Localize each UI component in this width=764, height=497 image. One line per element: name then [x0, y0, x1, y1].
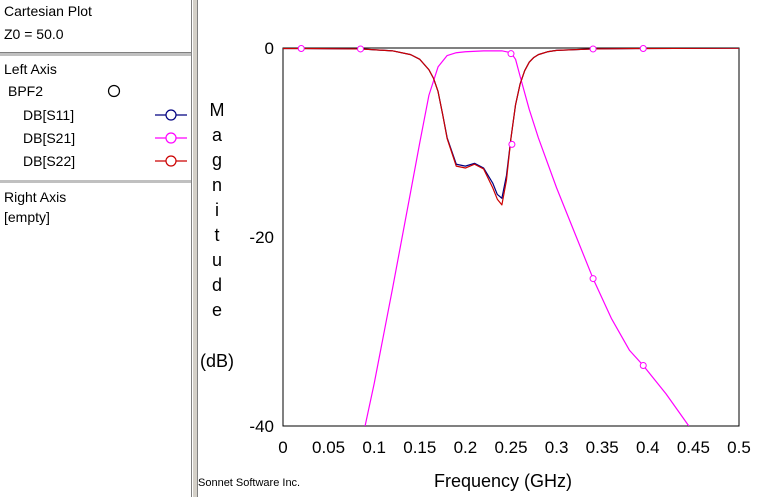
- legend-item-s22[interactable]: DB[S22]: [0, 151, 191, 171]
- software-credit: Sonnet Software Inc.: [198, 477, 301, 489]
- sidebar-splitter[interactable]: [192, 0, 198, 497]
- x-tick-label: 0.2: [454, 438, 478, 457]
- plot-area[interactable]: [282, 47, 740, 427]
- z0-label: Z0 = 50.0: [4, 26, 64, 42]
- y-tick-label: -40: [249, 417, 274, 436]
- data-marker: [357, 45, 365, 53]
- x-tick-label: 0.3: [545, 438, 569, 457]
- x-tick-label: 0.25: [494, 438, 527, 457]
- right-axis-panel: Right Axis [empty]: [0, 183, 191, 243]
- legend-item-s11[interactable]: DB[S11]: [0, 105, 191, 125]
- y-tick-labels: 0 -20 -40: [249, 39, 274, 436]
- data-marker: [297, 44, 305, 52]
- legend-group-bpf2[interactable]: BPF2: [0, 81, 191, 101]
- y-axis-title-letter: a: [212, 125, 223, 145]
- legend-label-s22: DB[S22]: [23, 153, 76, 169]
- x-axis-title: Frequency (GHz): [434, 471, 572, 491]
- data-marker: [589, 275, 597, 283]
- group-circle-icon: [107, 84, 121, 98]
- legend-group-label: BPF2: [8, 83, 44, 99]
- left-axis-title: Left Axis: [4, 61, 57, 77]
- x-tick-labels: 0 0.05 0.1 0.15 0.2 0.25 0.3 0.35 0.4 0.45 0.5: [278, 438, 751, 457]
- y-axis-title-letter: t: [214, 225, 219, 245]
- data-marker: [589, 45, 597, 53]
- plot-type-label: Cartesian Plot: [4, 3, 92, 19]
- y-axis-title-letter: g: [212, 150, 222, 170]
- data-markers: [297, 44, 647, 370]
- x-tick-label: 0.4: [636, 438, 660, 457]
- legend-swatch-s21-icon: [155, 132, 187, 144]
- series-line-dbs22: [283, 48, 739, 206]
- legend-swatch-s22-icon: [155, 155, 187, 167]
- legend-label-s11: DB[S11]: [23, 107, 75, 123]
- data-marker: [639, 362, 647, 370]
- legend-label-s21: DB[S21]: [23, 130, 76, 146]
- x-tick-label: 0.45: [677, 438, 710, 457]
- plot-sidebar: Cartesian Plot Z0 = 50.0 Left Axis BPF2 …: [0, 0, 192, 497]
- x-tick-label: 0.35: [586, 438, 619, 457]
- y-axis-title-letter: n: [212, 175, 222, 195]
- x-tick-label: 0.05: [312, 438, 345, 457]
- x-tick-label: 0.15: [403, 438, 436, 457]
- y-axis-title-letter: u: [212, 250, 222, 270]
- y-axis-title-letter: d: [212, 275, 222, 295]
- y-tick-label: -20: [249, 228, 274, 247]
- legend-item-s21[interactable]: DB[S21]: [0, 128, 191, 148]
- data-marker: [639, 44, 647, 52]
- x-tick-label: 0: [278, 438, 287, 457]
- right-axis-title: Right Axis: [4, 189, 67, 205]
- legend-swatch-s11-icon: [155, 109, 187, 121]
- data-marker: [507, 50, 515, 58]
- y-axis-title-letter: M: [210, 100, 225, 120]
- x-tick-label: 0.5: [727, 438, 751, 457]
- left-axis-panel: Left Axis BPF2 DB[S11] DB[S21] DB[S22]: [0, 57, 191, 181]
- panel-separator: [0, 180, 191, 183]
- y-axis-title-letter: e: [212, 300, 222, 320]
- x-tick-label: 0.1: [362, 438, 386, 457]
- y-axis-unit: (dB): [200, 351, 234, 371]
- panel-separator: [0, 53, 191, 56]
- y-axis-title-letter: i: [215, 200, 219, 220]
- y-tick-label: 0: [265, 39, 274, 58]
- right-axis-value: [empty]: [4, 209, 50, 225]
- data-marker: [508, 140, 516, 148]
- plot-info-panel: Cartesian Plot Z0 = 50.0: [0, 0, 191, 53]
